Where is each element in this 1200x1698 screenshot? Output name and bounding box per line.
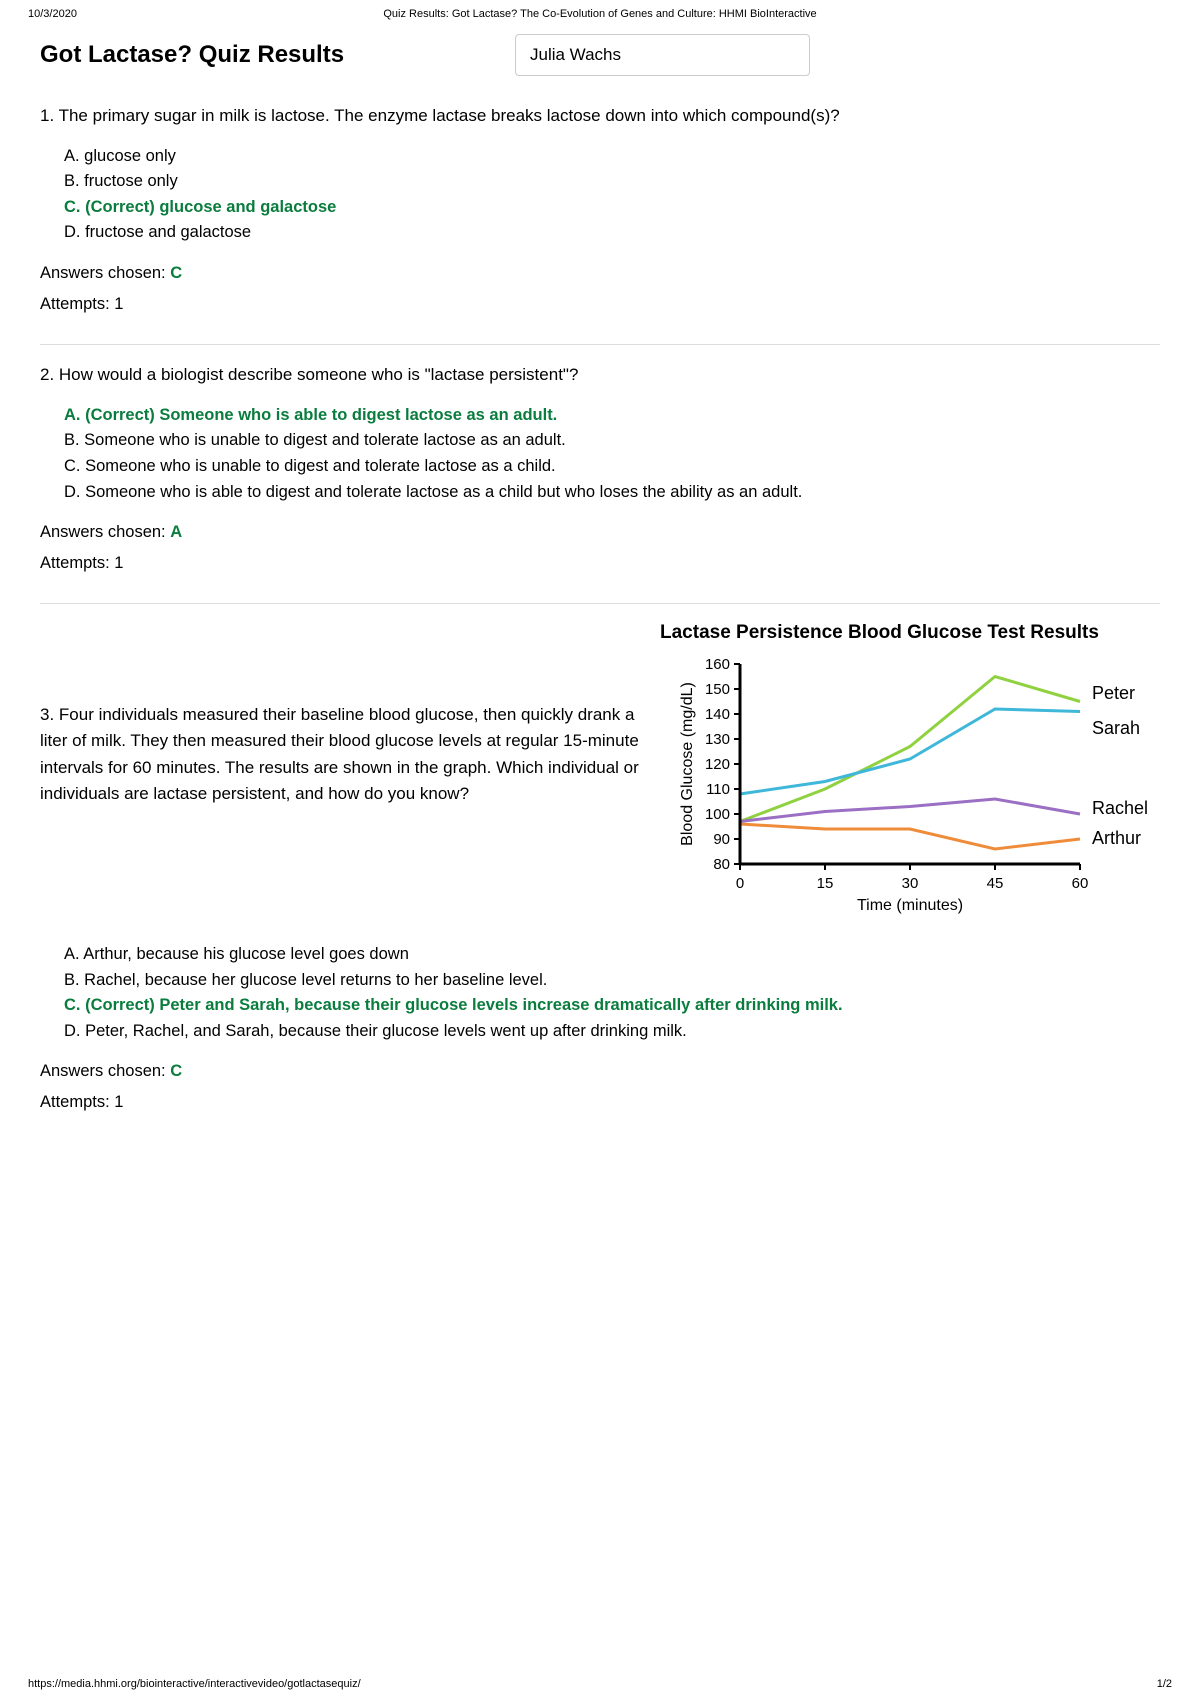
y-tick-label: 120 bbox=[705, 756, 730, 773]
chart-title: Lactase Persistence Blood Glucose Test R… bbox=[660, 622, 1160, 644]
y-tick-label: 100 bbox=[705, 806, 730, 823]
x-tick-label: 30 bbox=[902, 875, 919, 892]
options-list: A. (Correct) Someone who is able to dige… bbox=[40, 403, 1160, 505]
page-title: Got Lactase? Quiz Results bbox=[40, 41, 344, 69]
option: A. (Correct) Someone who is able to dige… bbox=[64, 403, 1160, 429]
series-label-sarah: Sarah bbox=[1092, 718, 1140, 738]
print-footer: https://media.hhmi.org/biointeractive/in… bbox=[28, 1678, 1172, 1690]
x-tick-label: 15 bbox=[817, 875, 834, 892]
print-url: https://media.hhmi.org/biointeractive/in… bbox=[28, 1678, 361, 1690]
attempts: Attempts: 1 bbox=[40, 1093, 1160, 1112]
print-date: 10/3/2020 bbox=[28, 8, 77, 20]
y-tick-label: 160 bbox=[705, 656, 730, 673]
q3-layout: 3. Four individuals measured their basel… bbox=[40, 622, 1160, 914]
y-tick-label: 130 bbox=[705, 731, 730, 748]
y-axis-label: Blood Glucose (mg/dL) bbox=[679, 682, 696, 846]
question-2: 2. How would a biologist describe someon… bbox=[40, 363, 1160, 604]
y-tick-label: 90 bbox=[713, 831, 730, 848]
options-list: A. glucose onlyB. fructose onlyC. (Corre… bbox=[40, 144, 1160, 246]
y-tick-label: 140 bbox=[705, 706, 730, 723]
series-label-peter: Peter bbox=[1092, 683, 1135, 703]
chosen-letter: C bbox=[170, 264, 182, 282]
option: D. Someone who is able to digest and tol… bbox=[64, 480, 1160, 506]
student-name-input[interactable] bbox=[515, 34, 810, 76]
option: C. (Correct) glucose and galactose bbox=[64, 195, 1160, 221]
print-header: 10/3/2020 Quiz Results: Got Lactase? The… bbox=[0, 0, 1200, 24]
option: B. Rachel, because her glucose level ret… bbox=[64, 968, 1160, 994]
x-axis-label: Time (minutes) bbox=[857, 897, 963, 914]
y-tick-label: 110 bbox=[706, 781, 730, 798]
series-sarah bbox=[740, 709, 1080, 794]
x-tick-label: 60 bbox=[1072, 875, 1089, 892]
question-text: 3. Four individuals measured their basel… bbox=[40, 622, 640, 807]
series-label-arthur: Arthur bbox=[1092, 828, 1141, 848]
answers-chosen: Answers chosen: C bbox=[40, 1062, 1160, 1081]
answers-chosen: Answers chosen: A bbox=[40, 523, 1160, 542]
option: D. fructose and galactose bbox=[64, 220, 1160, 246]
series-label-rachel: Rachel bbox=[1092, 798, 1148, 818]
chosen-letter: C bbox=[170, 1062, 182, 1080]
option: C. (Correct) Peter and Sarah, because th… bbox=[64, 993, 1160, 1019]
attempts: Attempts: 1 bbox=[40, 295, 1160, 314]
option: A. Arthur, because his glucose level goe… bbox=[64, 942, 1160, 968]
title-row: Got Lactase? Quiz Results bbox=[40, 34, 1160, 76]
question-text: 1. The primary sugar in milk is lactose.… bbox=[40, 104, 1160, 128]
question-1: 1. The primary sugar in milk is lactose.… bbox=[40, 104, 1160, 345]
glucose-chart: 80 90 100 110 120 130 140 150 160 0 15 30 45 60 Peter S… bbox=[660, 654, 1160, 914]
option: C. Someone who is unable to digest and t… bbox=[64, 454, 1160, 480]
answers-chosen: Answers chosen: C bbox=[40, 264, 1160, 283]
option: D. Peter, Rachel, and Sarah, because the… bbox=[64, 1019, 1160, 1045]
print-title: Quiz Results: Got Lactase? The Co-Evolut… bbox=[383, 8, 816, 20]
attempts: Attempts: 1 bbox=[40, 554, 1160, 573]
x-tick-label: 45 bbox=[987, 875, 1004, 892]
print-page: 1/2 bbox=[1157, 1678, 1172, 1690]
options-list: A. Arthur, because his glucose level goe… bbox=[40, 942, 1160, 1044]
option: B. Someone who is unable to digest and t… bbox=[64, 428, 1160, 454]
x-tick-label: 0 bbox=[736, 875, 744, 892]
question-text: 2. How would a biologist describe someon… bbox=[40, 363, 1160, 387]
question-3: 3. Four individuals measured their basel… bbox=[40, 622, 1160, 1142]
option: B. fructose only bbox=[64, 169, 1160, 195]
series-arthur bbox=[740, 824, 1080, 849]
option: A. glucose only bbox=[64, 144, 1160, 170]
series-peter bbox=[740, 677, 1080, 822]
y-tick-label: 150 bbox=[705, 681, 730, 698]
y-tick-label: 80 bbox=[713, 856, 730, 873]
chart-area: Lactase Persistence Blood Glucose Test R… bbox=[660, 622, 1160, 914]
chosen-letter: A bbox=[170, 523, 182, 541]
